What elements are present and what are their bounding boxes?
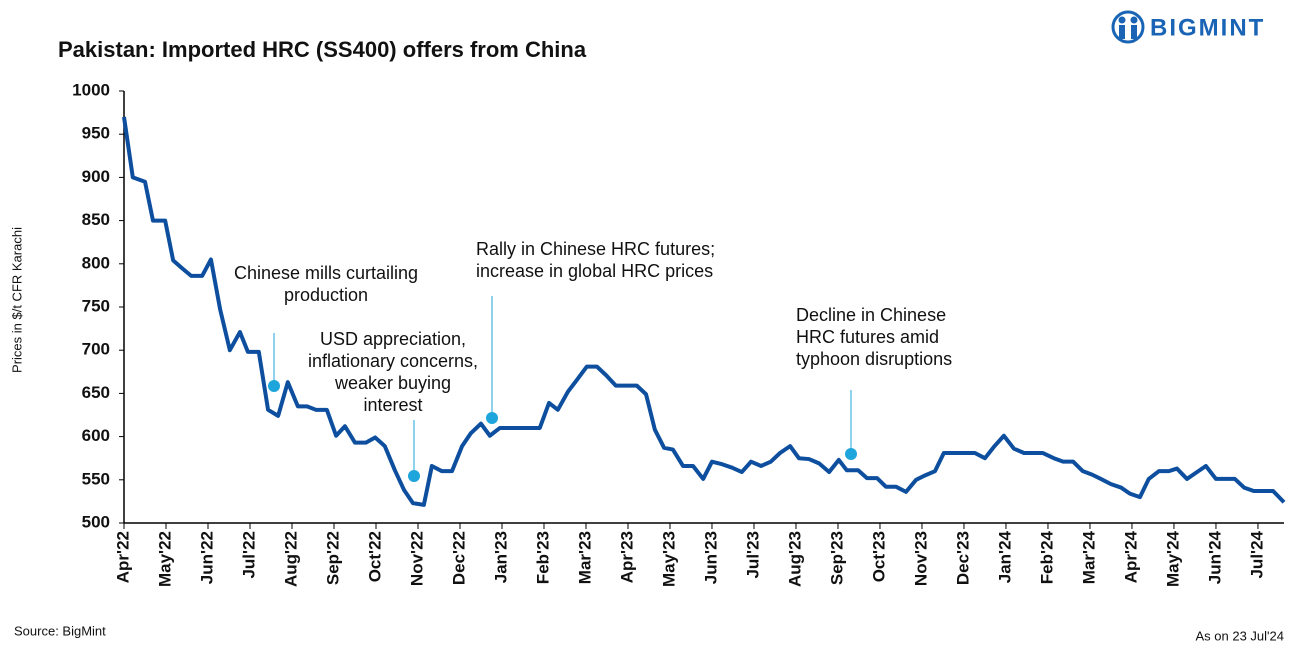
x-tick-label: Jun'22 xyxy=(197,531,216,584)
annotation-dot xyxy=(486,412,498,424)
x-tick-label: Sep'22 xyxy=(323,531,342,585)
y-tick-label: 800 xyxy=(82,253,110,272)
x-tick-label: Aug'23 xyxy=(785,531,804,587)
x-tick-label: Jan'23 xyxy=(491,531,510,583)
x-tick-label: Mar'24 xyxy=(1079,530,1098,584)
x-tick-label: Apr'22 xyxy=(113,531,132,583)
annotation-text: HRC futures amid xyxy=(796,327,939,347)
x-tick-label: May'23 xyxy=(659,531,678,587)
source: Source: BigMint xyxy=(14,623,106,638)
x-tick-label: Jul'24 xyxy=(1247,530,1266,578)
annotation-text: weaker buying xyxy=(334,373,451,393)
x-tick-label: May'22 xyxy=(155,531,174,587)
x-tick-label: Aug'22 xyxy=(281,531,300,587)
annotation-text: increase in global HRC prices xyxy=(476,261,713,281)
annotation-dot xyxy=(845,448,857,460)
y-tick-label: 600 xyxy=(82,426,110,445)
y-axis-label: Prices in $/t CFR Karachi xyxy=(9,227,24,373)
annotation-text: typhoon disruptions xyxy=(796,349,952,369)
y-tick-label: 850 xyxy=(82,210,110,229)
y-tick-label: 650 xyxy=(82,383,110,402)
y-tick-label: 1000 xyxy=(72,80,110,99)
price-line xyxy=(122,116,1286,507)
annotation-dot xyxy=(268,380,280,392)
annotation-text: Decline in Chinese xyxy=(796,305,946,325)
as-on-date: As on 23 Jul'24 xyxy=(1196,628,1285,643)
x-tick-label: Apr'23 xyxy=(617,531,636,583)
annotation-text: Rally in Chinese HRC futures; xyxy=(476,239,715,259)
y-tick-label: 900 xyxy=(82,167,110,186)
x-tick-label: Dec'23 xyxy=(953,531,972,585)
x-tick-label: Mar'23 xyxy=(575,531,594,584)
x-tick-label: Jul'22 xyxy=(239,531,258,579)
annotation-text: inflationary concerns, xyxy=(308,351,478,371)
x-tick-label: Jan'24 xyxy=(995,530,1014,583)
y-tick-label: 700 xyxy=(82,340,110,359)
x-tick-label: May'24 xyxy=(1163,530,1182,587)
y-tick-label: 950 xyxy=(82,124,110,143)
x-tick-label: Jun'23 xyxy=(701,531,720,584)
x-tick-label: Jun'24 xyxy=(1205,530,1224,584)
x-tick-label: Jul'23 xyxy=(743,531,762,579)
x-tick-label: Sep'23 xyxy=(827,531,846,585)
annotation-text: USD appreciation, xyxy=(320,329,466,349)
x-tick-label: Oct'23 xyxy=(869,531,888,582)
chart-title: Pakistan: Imported HRC (SS400) offers fr… xyxy=(58,37,587,62)
logo-icon xyxy=(1111,10,1145,44)
y-tick-label: 550 xyxy=(82,469,110,488)
x-tick-label: Nov'22 xyxy=(407,531,426,586)
x-tick-label: Apr'24 xyxy=(1121,530,1140,583)
annotation-text: interest xyxy=(363,395,422,415)
x-tick-label: Feb'24 xyxy=(1037,530,1056,584)
x-tick-label: Oct'22 xyxy=(365,531,384,582)
x-tick-label: Dec'22 xyxy=(449,531,468,585)
annotation-text: production xyxy=(284,285,368,305)
brand: BIGMINT xyxy=(1150,14,1265,41)
x-tick-label: Nov'23 xyxy=(911,531,930,586)
annotation-text: Chinese mills curtailing xyxy=(234,263,418,283)
annotation-dot xyxy=(408,470,420,482)
y-tick-label: 750 xyxy=(82,296,110,315)
y-tick-label: 500 xyxy=(82,512,110,531)
x-tick-label: Feb'23 xyxy=(533,531,552,584)
